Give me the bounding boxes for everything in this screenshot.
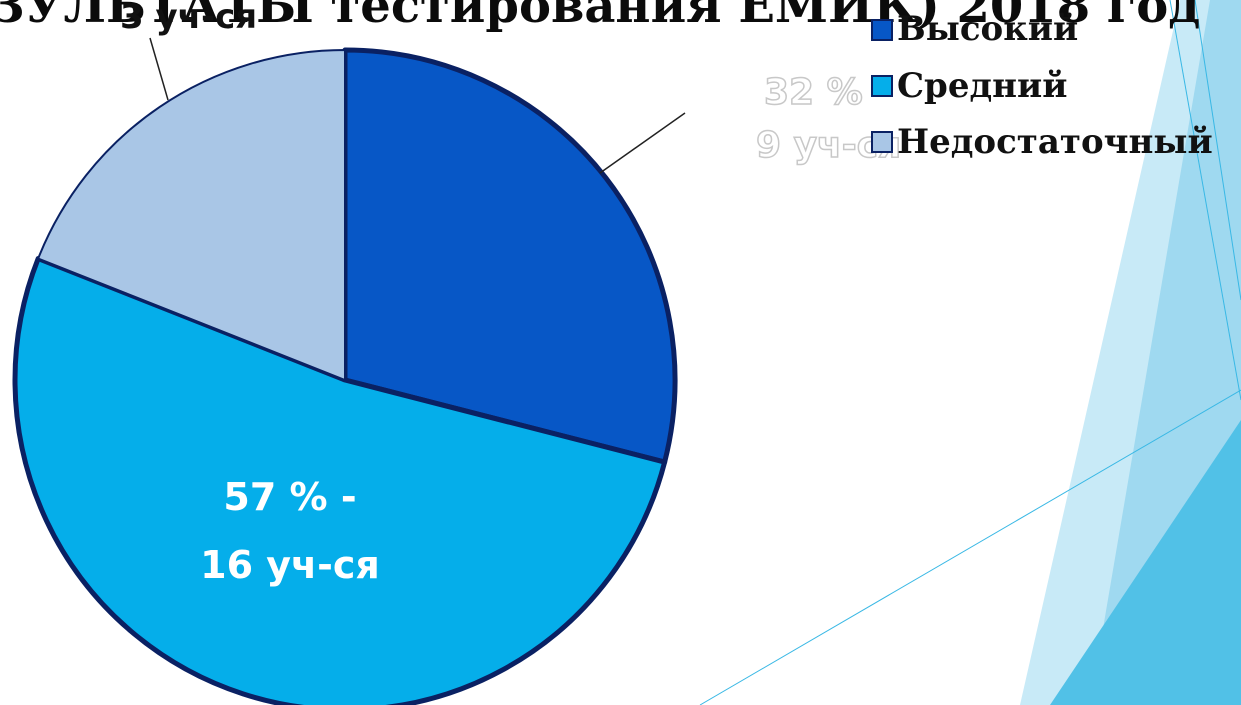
slide-line-2 bbox=[699, 389, 1241, 705]
chart-title: ЗУЛЬТАТЫ тестирования ЕМИК) 2018 год bbox=[0, 0, 1200, 34]
legend-label-middle: Средний bbox=[897, 66, 1067, 106]
pie-slice-low bbox=[37, 49, 346, 381]
data-label-middle-line2: 16 уч-ся bbox=[200, 543, 380, 587]
leader-line-high bbox=[599, 112, 686, 174]
data-label-high-line1: 32 % bbox=[764, 72, 863, 113]
legend-item-middle: Средний bbox=[871, 66, 1067, 106]
pie-slice-middle bbox=[12, 256, 668, 705]
legend-item-low: Недостаточный bbox=[871, 122, 1213, 162]
slide-deco-dark bbox=[1050, 420, 1241, 705]
pie-slices bbox=[12, 47, 678, 705]
slide-decoration bbox=[699, 0, 1241, 705]
legend-item-high: Высокий bbox=[871, 9, 1078, 49]
slide-line-3 bbox=[1194, 0, 1241, 301]
legend-swatch-low bbox=[871, 131, 893, 153]
data-label-low: 3 уч-ся bbox=[120, 0, 257, 37]
legend-label-high: Высокий bbox=[897, 9, 1078, 49]
legend-swatch-high bbox=[871, 19, 893, 41]
legend: Высокий Средний Недостаточный bbox=[871, 9, 1213, 162]
leader-line-low bbox=[149, 37, 169, 101]
legend-swatch-middle bbox=[871, 75, 893, 97]
pie-slice-high bbox=[342, 47, 678, 465]
legend-label-low: Недостаточный bbox=[897, 122, 1213, 162]
slide-line-1 bbox=[1169, 0, 1241, 401]
data-label-middle-line1: 57 % - bbox=[223, 475, 356, 519]
